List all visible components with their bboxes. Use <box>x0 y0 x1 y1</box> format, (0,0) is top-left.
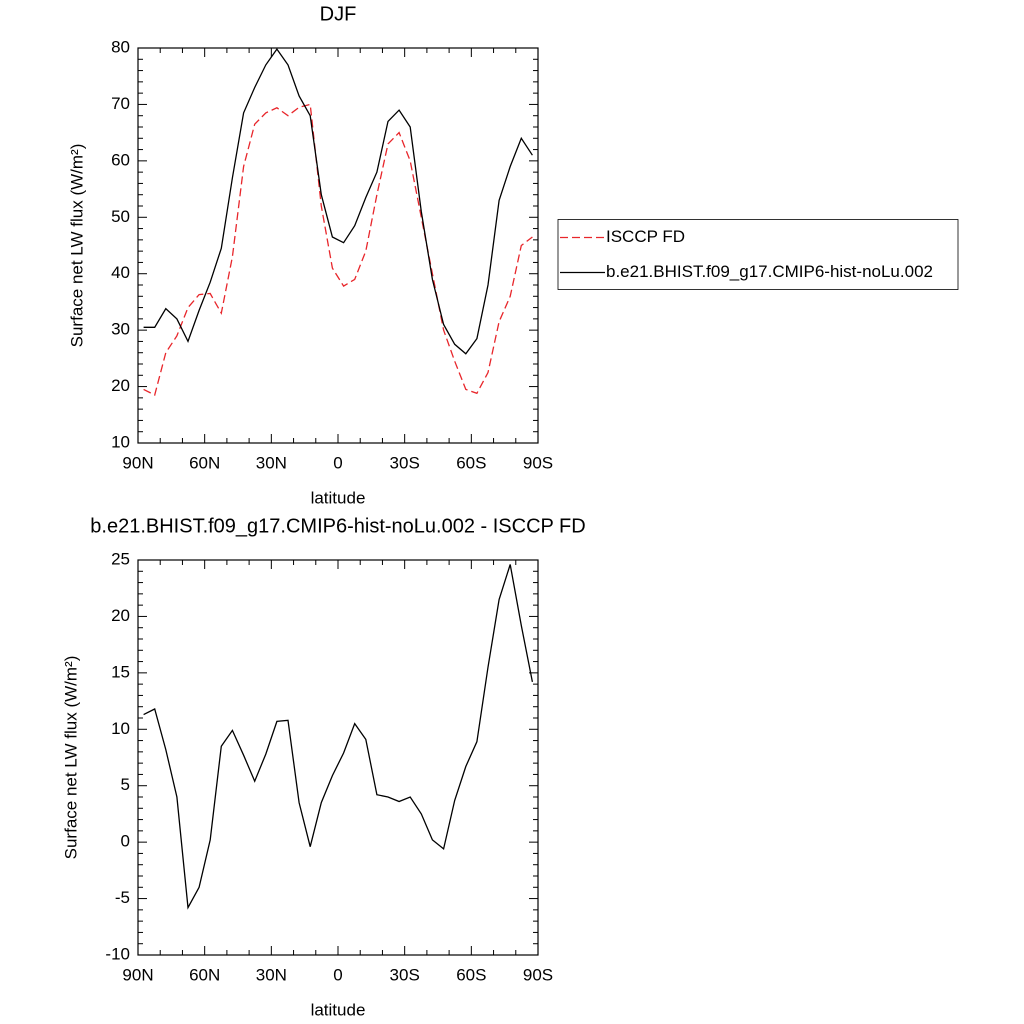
x-tick-label: 60S <box>456 965 486 984</box>
data-line <box>143 103 533 396</box>
y-tick-label: 25 <box>111 549 130 568</box>
x-tick-label: 60S <box>456 453 486 472</box>
y-tick-label: 10 <box>111 719 130 738</box>
x-tick-label: 30N <box>256 965 287 984</box>
y-tick-label: 20 <box>111 376 130 395</box>
y-tick-label: 0 <box>121 832 130 851</box>
y-tick-label: 20 <box>111 606 130 625</box>
data-line <box>143 564 534 910</box>
x-axis-label: latitude <box>311 1000 366 1019</box>
y-tick-label: 30 <box>111 320 130 339</box>
chart-title: b.e21.BHIST.f09_g17.CMIP6-hist-noLu.002 … <box>90 515 585 537</box>
legend-label: b.e21.BHIST.f09_g17.CMIP6-hist-noLu.002 <box>606 262 933 281</box>
chart-title: DJF <box>320 3 357 25</box>
x-tick-label: 0 <box>333 965 342 984</box>
x-tick-label: 90S <box>523 965 553 984</box>
y-tick-label: 50 <box>111 207 130 226</box>
plot-frame <box>137 47 539 444</box>
y-tick-label: 70 <box>111 94 130 113</box>
x-tick-label: 90N <box>122 453 153 472</box>
legend-box <box>557 219 959 290</box>
x-tick-label: 30S <box>390 965 420 984</box>
plot-frame <box>137 559 539 956</box>
y-tick-label: -10 <box>105 944 130 963</box>
x-tick-label: 60N <box>189 965 220 984</box>
y-tick-label: -5 <box>115 888 130 907</box>
y-tick-label: 60 <box>111 150 130 169</box>
y-axis-label: Surface net LW flux (W/m²) <box>67 144 86 348</box>
x-tick-label: 90S <box>523 453 553 472</box>
data-line <box>143 47 533 355</box>
y-tick-label: 80 <box>111 37 130 56</box>
legend-label: ISCCP FD <box>606 227 685 246</box>
x-tick-label: 30N <box>256 453 287 472</box>
y-axis-label: Surface net LW flux (W/m²) <box>61 656 80 860</box>
x-tick-label: 90N <box>122 965 153 984</box>
x-tick-label: 30S <box>390 453 420 472</box>
y-tick-label: 10 <box>111 432 130 451</box>
y-tick-label: 15 <box>111 662 130 681</box>
x-tick-label: 0 <box>333 453 342 472</box>
x-tick-label: 60N <box>189 453 220 472</box>
y-tick-label: 40 <box>111 263 130 282</box>
y-tick-label: 5 <box>121 775 130 794</box>
x-axis-label: latitude <box>311 488 366 507</box>
